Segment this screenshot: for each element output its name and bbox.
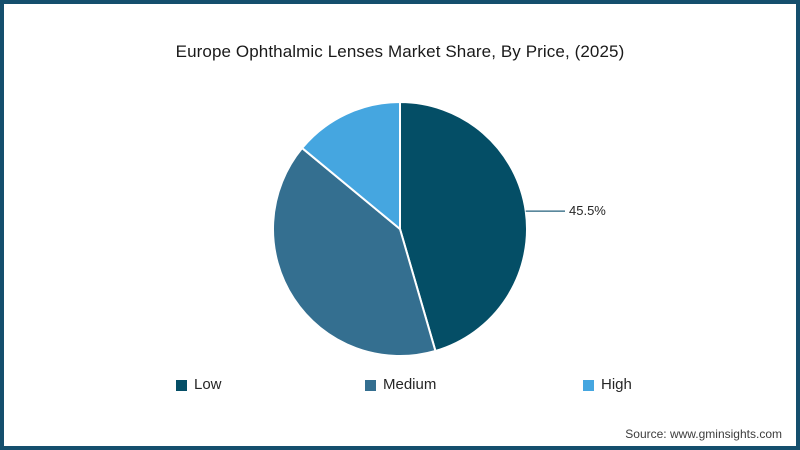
- legend-swatch-medium-icon: [365, 379, 376, 391]
- pie-chart: [272, 101, 565, 357]
- pie-slice-high[interactable]: [301, 101, 401, 230]
- legend-item-medium[interactable]: Medium: [365, 376, 436, 394]
- legend-item-low[interactable]: Low: [176, 376, 222, 394]
- source-credit: Source: www.gminsights.com: [625, 427, 782, 441]
- legend: Low Medium High: [4, 4, 796, 446]
- legend-swatch-low-icon: [176, 379, 187, 391]
- legend-label-high: High: [601, 376, 632, 393]
- legend-swatch-high-icon: [583, 379, 594, 391]
- slice-value-label: 45.5%: [569, 203, 606, 219]
- chart-title: Europe Ophthalmic Lenses Market Share, B…: [175, 42, 625, 61]
- legend-item-high[interactable]: High: [583, 376, 632, 394]
- pie-slice-medium[interactable]: [272, 147, 437, 357]
- legend-label-medium: Medium: [383, 376, 437, 393]
- legend-label-low: Low: [194, 376, 222, 393]
- pie-slice-low[interactable]: [399, 101, 528, 352]
